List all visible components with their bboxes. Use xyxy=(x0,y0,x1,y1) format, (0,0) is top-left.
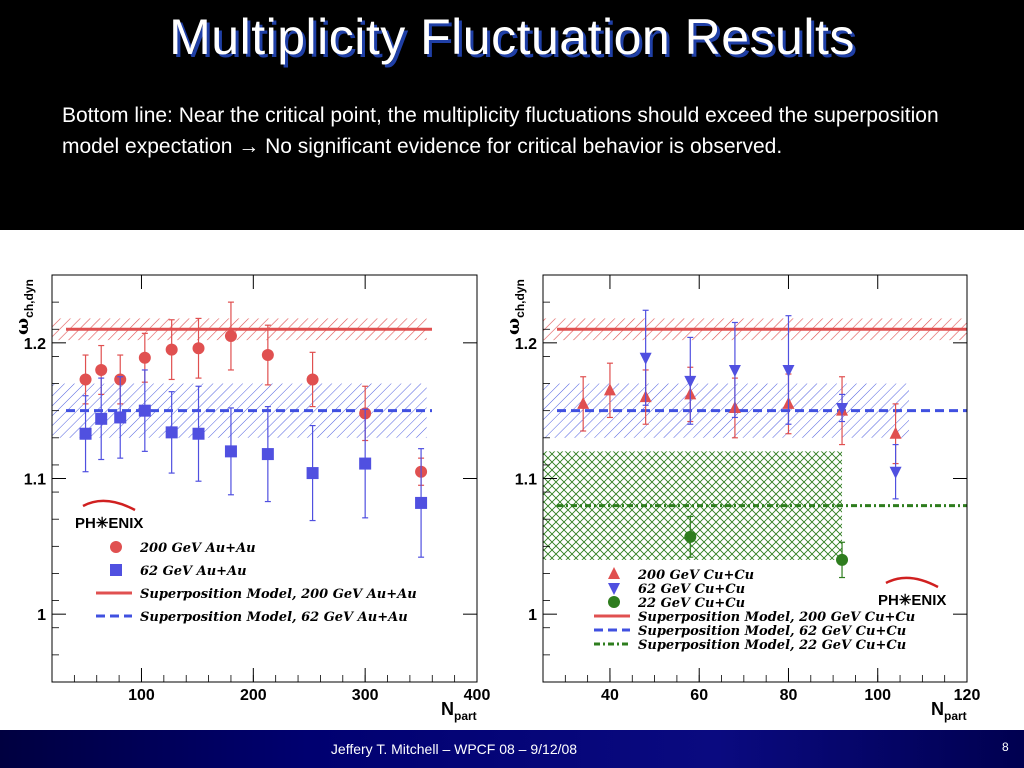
y-tick-label: 1.1 xyxy=(515,472,537,489)
data-point xyxy=(192,342,205,355)
data-point xyxy=(889,466,902,479)
legend-label: Superposition Model, 22 GeV Cu+Cu xyxy=(638,638,906,653)
data-point xyxy=(79,373,92,386)
legend-marker xyxy=(608,583,620,595)
data-point xyxy=(165,426,178,439)
y-tick-label: 1 xyxy=(528,607,537,624)
data-point xyxy=(577,396,590,409)
y-axis-label-sub: ch,dyn xyxy=(22,279,36,318)
y-axis-label-sub: ch,dyn xyxy=(513,279,527,318)
data-point xyxy=(165,343,178,356)
bottom-line-pre: Bottom line: Near the critical point, th… xyxy=(62,104,939,158)
bottom-line-text: Bottom line: Near the critical point, th… xyxy=(62,100,962,162)
data-point xyxy=(782,364,795,377)
data-point xyxy=(95,363,108,376)
x-tick-label: 100 xyxy=(864,687,891,704)
legend-label: Superposition Model, 62 GeV Au+Au xyxy=(140,610,408,625)
data-point xyxy=(639,352,652,365)
data-point xyxy=(261,448,274,461)
data-point xyxy=(138,351,151,364)
data-point xyxy=(359,457,372,470)
footer-bar: Jeffery T. Mitchell – WPCF 08 – 9/12/08 … xyxy=(0,730,1024,768)
x-tick-label: 400 xyxy=(464,687,491,704)
data-point xyxy=(684,530,697,543)
legend-marker xyxy=(608,567,620,579)
x-axis-label: Npart xyxy=(931,699,967,723)
page-number: 8 xyxy=(1002,740,1009,754)
data-point xyxy=(114,411,127,424)
logo-swoosh xyxy=(885,576,939,589)
legend-label: 200 GeV Cu+Cu xyxy=(637,568,754,583)
legend-label: Superposition Model, 200 GeV Cu+Cu xyxy=(638,610,915,625)
series-62-gev-cu-cu xyxy=(639,309,902,500)
y-axis-label-main: ω xyxy=(12,318,33,335)
slide-title: Multiplicity Fluctuation Results xyxy=(169,9,855,65)
legend-label: 22 GeV Cu+Cu xyxy=(637,596,745,611)
data-point xyxy=(684,375,697,388)
x-tick-label: 120 xyxy=(954,687,981,704)
x-tick-label: 40 xyxy=(601,687,619,704)
data-point xyxy=(836,402,849,415)
legend-marker xyxy=(608,596,620,608)
phenix-logo: PH✳ENIX xyxy=(878,576,946,609)
x-tick-label: 200 xyxy=(240,687,267,704)
data-point xyxy=(889,426,902,439)
x-tick-label: 60 xyxy=(690,687,708,704)
legend-label: 200 GeV Au+Au xyxy=(139,541,256,556)
data-point xyxy=(306,373,319,386)
x-tick-label: 100 xyxy=(128,687,155,704)
x-axis-label-main: N xyxy=(441,699,454,719)
phenix-logo: PH✳ENIX xyxy=(75,499,143,532)
data-point xyxy=(95,412,108,425)
data-point xyxy=(224,330,237,343)
y-tick-label: 1 xyxy=(37,607,46,624)
plot-area: 1 1.1 1.2 100 200 300 400 Npart ωch,dyn 200 GeV A… xyxy=(0,230,1024,730)
y-tick-label: 1.2 xyxy=(515,336,537,353)
y-tick-label: 1.2 xyxy=(24,336,46,353)
data-point xyxy=(728,364,741,377)
data-point xyxy=(138,404,151,417)
legend-label: Superposition Model, 62 GeV Cu+Cu xyxy=(638,624,906,639)
logo-text: PH✳ENIX xyxy=(75,515,143,532)
legend-marker xyxy=(110,541,122,553)
bottom-line-post: No significant evidence for critical beh… xyxy=(259,135,783,158)
logo-swoosh xyxy=(82,499,136,512)
data-point xyxy=(836,553,849,566)
x-axis-label: Npart xyxy=(441,699,477,723)
y-axis-label-main: ω xyxy=(503,318,524,335)
x-tick-label: 300 xyxy=(352,687,379,704)
x-axis-label-sub: part xyxy=(944,709,967,723)
series-62-gev-au-au xyxy=(79,369,428,558)
x-axis-label-sub: part xyxy=(454,709,477,723)
data-point xyxy=(603,383,616,396)
data-point xyxy=(306,467,319,480)
legend-label: 62 GeV Cu+Cu xyxy=(638,582,745,597)
data-point xyxy=(192,427,205,440)
logo-text: PH✳ENIX xyxy=(878,592,946,609)
y-axis-label: ωch,dyn xyxy=(503,279,527,335)
legend-label: 62 GeV Au+Au xyxy=(140,564,247,579)
x-tick-label: 80 xyxy=(780,687,798,704)
data-point xyxy=(261,349,274,362)
series-22-gev-cu-cu xyxy=(684,515,849,579)
data-point xyxy=(224,445,237,458)
legend-label: Superposition Model, 200 GeV Au+Au xyxy=(140,587,417,602)
x-axis-label-main: N xyxy=(931,699,944,719)
y-tick-label: 1.1 xyxy=(24,472,46,489)
legend: 200 GeV Au+Au 62 GeV Au+Au Superposition M… xyxy=(96,541,417,625)
footer-text: Jeffery T. Mitchell – WPCF 08 – 9/12/08 xyxy=(330,741,578,757)
data-point xyxy=(415,496,428,509)
y-axis-label: ωch,dyn xyxy=(12,279,36,335)
arrow-icon: → xyxy=(238,135,260,158)
legend-marker xyxy=(110,564,122,576)
data-point xyxy=(79,427,92,440)
